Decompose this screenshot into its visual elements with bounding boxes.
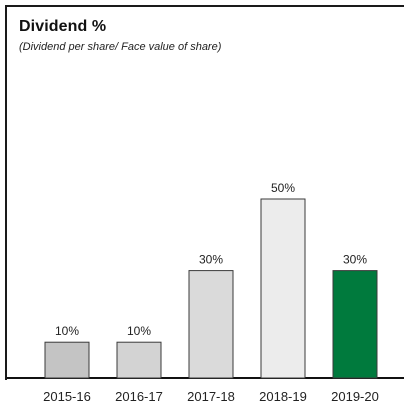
x-tick-label-2016-17: 2016-17 xyxy=(115,389,163,404)
value-label-2019-20: 30% xyxy=(343,253,367,267)
x-tick-label-2018-19: 2018-19 xyxy=(259,389,307,404)
chart-subtitle: (Dividend per share/ Face value of share… xyxy=(19,41,222,53)
x-tick-label-2019-20: 2019-20 xyxy=(331,389,379,404)
chart-title: Dividend % xyxy=(19,18,107,35)
value-label-2016-17: 10% xyxy=(127,324,151,338)
bar-2018-19 xyxy=(260,198,306,379)
bar-2019-20 xyxy=(332,270,378,379)
bar-2016-17 xyxy=(116,341,162,379)
x-tick-label-2017-18: 2017-18 xyxy=(187,389,235,404)
bar-2017-18 xyxy=(188,270,234,379)
value-label-2018-19: 50% xyxy=(271,181,295,195)
value-label-2017-18: 30% xyxy=(199,253,223,267)
value-label-2015-16: 10% xyxy=(55,324,79,338)
x-tick-label-2015-16: 2015-16 xyxy=(43,389,91,404)
chart-frame xyxy=(5,5,404,380)
bar-2015-16 xyxy=(44,341,90,379)
